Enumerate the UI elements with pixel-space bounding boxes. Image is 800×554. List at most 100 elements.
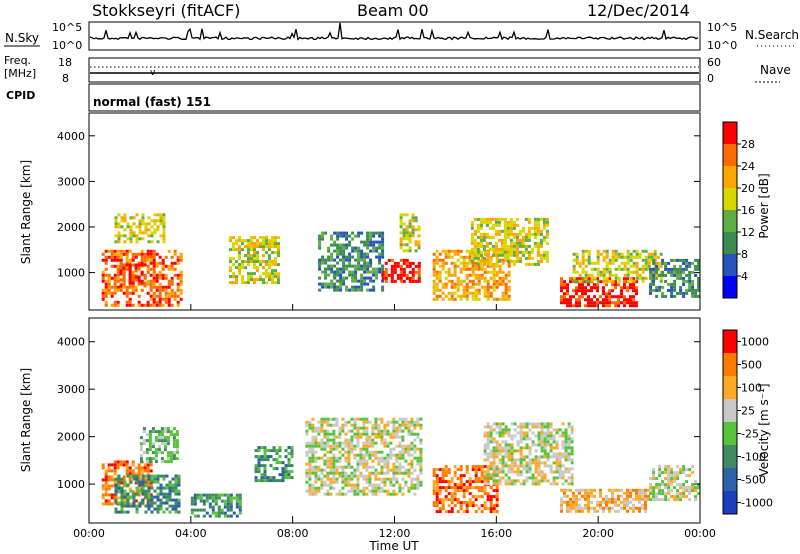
velocity-colorbar-swatch	[723, 330, 737, 353]
power-colorbar-tick: 20	[741, 182, 755, 195]
power-echo-region	[470, 217, 549, 266]
velocity-echo-region	[483, 422, 574, 486]
power-echo-region	[114, 213, 166, 244]
nsky-left-tick-bottom: 10^0	[52, 39, 82, 52]
station-title: Stokkseyri (fitACF)	[92, 1, 240, 20]
power-y-tick-label: 1000	[57, 267, 85, 280]
power-colorbar-swatch	[723, 276, 737, 298]
x-tick-label: 12:00	[379, 527, 411, 540]
power-echo-region	[560, 277, 638, 308]
x-axis-label: Time UT	[368, 539, 419, 553]
power-colorbar-label: Power [dB]	[757, 173, 771, 238]
cpid-label: CPID	[6, 89, 35, 102]
nsky-right-tick-bottom: 10^0	[707, 39, 737, 52]
velocity-colorbar-label: Velocity [m s⁻¹]	[757, 383, 771, 476]
power-panel: 1000 2000 3000 4000 Slant Range [km] 4 8 12 16…	[19, 112, 771, 311]
power-colorbar: 4 8 12 16 20 24 28	[722, 121, 755, 299]
power-colorbar-tick: 16	[741, 204, 755, 217]
power-colorbar-tick: 8	[741, 248, 748, 261]
velocity-echo-region	[432, 465, 499, 514]
freq-panel: Freq. [MHz] 18 8 60 0 Nave v	[4, 54, 791, 85]
power-colorbar-tick: 24	[741, 160, 755, 173]
velocity-echoes	[101, 417, 701, 518]
freq-label-line2: [MHz]	[4, 67, 36, 80]
velocity-echo-region	[560, 488, 650, 513]
date-title: 12/Dec/2014	[587, 1, 690, 20]
velocity-colorbar-tick: -100	[741, 451, 766, 464]
velocity-y-tick-label: 1000	[57, 478, 85, 491]
power-echo-region	[381, 258, 421, 283]
power-echo-region	[399, 213, 421, 253]
velocity-echo-region	[139, 427, 179, 464]
power-echo-region	[119, 263, 147, 288]
cpid-text: normal (fast) 151	[93, 95, 211, 109]
velocity-panel: 1000 2000 3000 4000 Slant Range [km] 1000 50…	[19, 304, 773, 553]
power-echo-region	[649, 258, 701, 298]
velocity-colorbar-tick: -500	[741, 474, 766, 487]
power-colorbar-swatch	[723, 166, 737, 188]
power-y-tick-label: 4000	[57, 130, 85, 143]
velocity-colorbar-tick: -1000	[741, 497, 773, 510]
power-colorbar-swatch	[723, 188, 737, 210]
nsky-right-tick-top: 10^5	[707, 21, 737, 34]
cpid-panel: CPID normal (fast) 151	[6, 83, 701, 112]
x-tick-label: 20:00	[582, 527, 614, 540]
nsky-left-tick-top: 10^5	[52, 21, 82, 34]
freq-left-tick-bottom: 8	[62, 72, 69, 85]
power-echoes	[101, 213, 701, 308]
power-colorbar-swatch	[723, 144, 737, 166]
x-tick-label: 08:00	[277, 527, 309, 540]
power-y-tick-label: 3000	[57, 175, 85, 188]
x-tick-label: 04:00	[175, 527, 207, 540]
nave-tick-bottom: 0	[707, 72, 714, 85]
power-y-axis: 1000 2000 3000 4000	[57, 130, 700, 280]
velocity-colorbar-swatch	[723, 422, 737, 445]
x-tick-label: 00:00	[684, 527, 716, 540]
time-x-axis: 00:00 04:00 08:00 12:00 16:00 20:00 00:00	[73, 304, 716, 540]
power-colorbar-swatch	[723, 232, 737, 254]
power-colorbar-swatch	[723, 210, 737, 232]
velocity-y-tick-label: 2000	[57, 431, 85, 444]
velocity-echo-region	[649, 465, 701, 502]
nave-tick-top: 60	[707, 56, 721, 69]
velocity-y-axis: 1000 2000 3000 4000	[57, 336, 700, 491]
freq-label-line1: Freq.	[4, 54, 31, 67]
velocity-colorbar-tick: -25	[741, 428, 759, 441]
x-tick-label: 16:00	[480, 527, 512, 540]
velocity-colorbar-swatch	[723, 491, 737, 514]
freq-marker: v	[150, 68, 156, 78]
velocity-y-tick-label: 4000	[57, 336, 85, 349]
power-echo-region	[432, 249, 511, 301]
velocity-colorbar-swatch	[723, 399, 737, 422]
velocity-colorbar-tick: 500	[741, 359, 762, 372]
velocity-colorbar-swatch	[723, 468, 737, 491]
power-echo-region	[229, 236, 280, 285]
nsky-label: N.Sky	[5, 31, 39, 45]
velocity-colorbar-swatch	[723, 353, 737, 376]
power-colorbar-tick: 28	[741, 138, 755, 151]
power-echo-region	[101, 249, 183, 307]
beam-title: Beam 00	[357, 1, 429, 20]
power-colorbar-tick: 4	[741, 270, 748, 283]
velocity-y-label: Slant Range [km]	[19, 368, 33, 472]
power-echo-region	[318, 231, 385, 292]
velocity-colorbar-swatch	[723, 445, 737, 468]
velocity-colorbar-tick: 1000	[741, 336, 769, 349]
nsky-trace	[89, 22, 699, 41]
velocity-colorbar-swatch	[723, 376, 737, 399]
nsearch-label: N.Search	[745, 28, 799, 42]
velocity-colorbar-tick: 100	[741, 382, 762, 395]
velocity-colorbar: 1000 500 100 25 -25 -100 -500 -1000	[722, 329, 773, 515]
velocity-echo-region	[114, 474, 181, 514]
x-tick-label: 00:00	[73, 527, 105, 540]
velocity-colorbar-tick: 25	[741, 405, 755, 418]
velocity-echo-region	[254, 446, 294, 483]
velocity-echo-region	[305, 417, 423, 496]
velocity-y-tick-label: 3000	[57, 383, 85, 396]
power-colorbar-swatch	[723, 122, 737, 144]
nsky-panel: N.Sky 10^5 10^0 10^5 10^0 N.Search	[4, 21, 799, 52]
velocity-echo-region	[190, 493, 242, 518]
power-y-tick-label: 2000	[57, 221, 85, 234]
power-y-label: Slant Range [km]	[19, 160, 33, 264]
